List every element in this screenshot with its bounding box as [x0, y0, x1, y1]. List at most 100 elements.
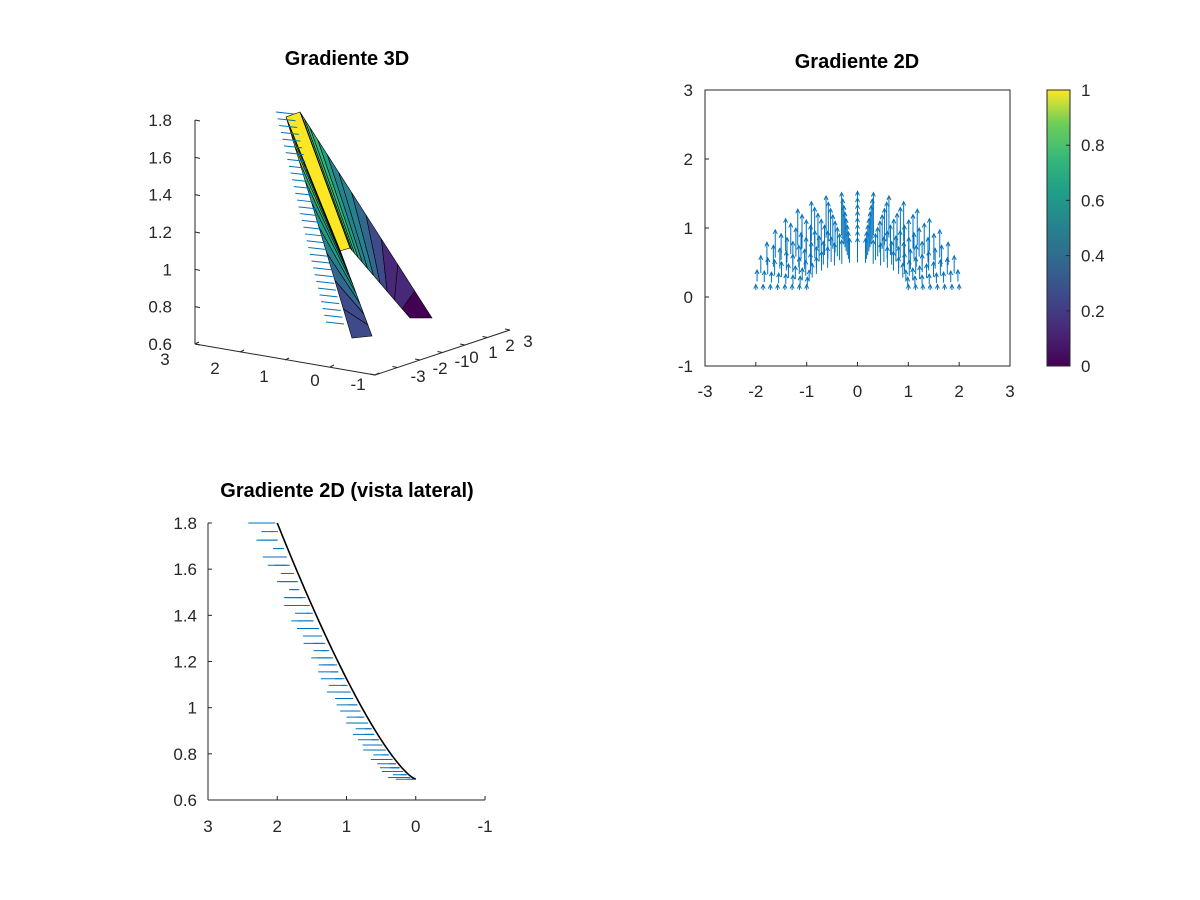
quiver-arrowhead: [879, 213, 885, 220]
quiver-arrowhead: [924, 262, 930, 269]
y-tick-label: 1.2: [173, 653, 197, 672]
quiver-arrow: [303, 226, 322, 230]
colorbar-tick-label: 0.4: [1081, 247, 1105, 266]
quiver-arrow: [292, 179, 311, 183]
quiver-arrowhead: [804, 283, 810, 289]
quiver-arrow: [284, 145, 303, 149]
colorbar-tick-label: 0.2: [1081, 302, 1105, 321]
quiver-arrowhead: [873, 232, 878, 239]
quiver-arrowhead: [912, 275, 918, 281]
colorbar-tick-label: 0.6: [1081, 191, 1105, 210]
z-tick-mark: [194, 231, 201, 234]
x-tick-label: 0: [853, 382, 862, 401]
quiver-arrowhead: [790, 274, 796, 280]
y-tick-label: 1.4: [173, 606, 197, 625]
quiver-arrowhead: [770, 244, 776, 250]
colorbar-tick-label: 0.8: [1081, 136, 1105, 155]
quiver-arrow: [306, 240, 325, 244]
colorbar-gradient: [1046, 89, 1071, 367]
quiver-arrow: [298, 206, 317, 210]
quiver-arrowhead: [753, 283, 759, 289]
quiver-arrow: [296, 199, 316, 203]
quiver-arrowhead: [767, 283, 773, 289]
x-tick-label: 1: [342, 817, 351, 836]
quiver-arrowhead: [914, 208, 920, 214]
quiver-arrowhead: [808, 224, 813, 230]
colorbar: 0 0.2 0.4 0.6 0.8 1: [1046, 81, 1105, 376]
quiver-arrowhead: [886, 194, 892, 201]
y-ticks-3d: -3 -2 -1 0 1 2 3: [369, 328, 533, 386]
quiver-arrowhead: [778, 232, 784, 238]
y-tick-mark: [459, 343, 466, 346]
quiver-arrowhead: [796, 283, 802, 289]
quiver-arrowhead: [818, 218, 824, 224]
quiver-arrowhead: [901, 200, 907, 206]
quiver-arrowhead: [916, 227, 922, 233]
y-tick-label: -1: [678, 357, 693, 376]
quiver-arrowhead: [906, 218, 912, 225]
quiver-arrowhead: [765, 256, 771, 263]
surface-patch: [401, 290, 433, 319]
y-tick-mark: [482, 336, 488, 338]
y-tick-label: -2: [432, 359, 447, 378]
quiver-arrow: [288, 165, 307, 169]
quiver-arrowhead: [955, 268, 961, 275]
x-tick-label: 0: [310, 371, 319, 390]
quiver-arrow: [285, 152, 304, 156]
quiver-arrowhead: [956, 283, 962, 289]
quiver-arrowhead: [808, 200, 814, 206]
quiver-arrowhead: [783, 273, 789, 279]
y-tick-label: 1: [488, 343, 497, 362]
quiver-arrow: [287, 158, 306, 162]
z-ticks-3d: 0.6 0.8 1 1.2 1.4 1.6 1.8: [148, 111, 201, 354]
z-tick-label: 1.8: [148, 111, 172, 130]
quiver-arrow: [301, 219, 320, 223]
subplot-3d: Gradiente 3D 0.60.811.21.41.61.8 3 2 1 0 -1 …: [148, 48, 532, 394]
quiver-arrowhead: [870, 239, 876, 245]
z-tick-label: 1.2: [148, 223, 172, 242]
quiver-arrowhead: [942, 283, 948, 289]
y-tick-mark: [437, 351, 443, 353]
quiver-arrowhead: [832, 220, 838, 226]
y-tick-label: 2: [684, 150, 693, 169]
quiver-arrowhead: [789, 283, 795, 289]
y-tick-label: 0.8: [173, 745, 197, 764]
quiver-arrowhead: [901, 241, 907, 247]
quiver-arrowhead: [913, 256, 919, 262]
quiver-arrowhead: [910, 267, 916, 273]
x-tick-label: -1: [799, 382, 814, 401]
colorbar-ticks: 0 0.2 0.4 0.6 0.8 1: [1066, 81, 1105, 376]
x-tick-label: 3: [160, 350, 169, 369]
x-tick-label: 2: [273, 817, 282, 836]
x-ticks-side: 3 2 1 0 -1: [203, 796, 493, 836]
x-tick-label: 3: [203, 817, 212, 836]
y-tick-label: 3: [684, 81, 693, 100]
quiver-arrowhead: [944, 256, 950, 263]
quiver-arrowhead: [764, 241, 770, 247]
quiver-arrowhead: [934, 283, 940, 289]
quiver-arrowhead: [948, 269, 954, 276]
quiver-arrowhead: [782, 283, 788, 289]
x-tick-label: -1: [477, 817, 492, 836]
quiver-arrowhead: [837, 232, 842, 239]
quiver-arrowhead: [903, 269, 909, 275]
y-tick-label: 1: [684, 219, 693, 238]
subplot-side: Gradiente 2D (vista lateral) 3 2 1 0 -1 0.60…: [173, 480, 492, 836]
quiver-arrowhead: [897, 206, 903, 212]
quiver-arrow: [309, 253, 328, 257]
quiver-arrow: [325, 321, 345, 325]
quiver-arrowhead: [902, 224, 907, 230]
subplot-2d: Gradiente 2D -3 -2 -1 0 1 2 3 -1 0 1 2 3 0 0.2 0.4 0.…: [678, 51, 1105, 401]
quiver-arrowhead: [919, 274, 925, 280]
quiver-3d: [275, 111, 345, 325]
quiver-arrowhead: [941, 270, 947, 277]
quiver-arrowhead: [945, 241, 951, 247]
quiver-arrowhead: [803, 218, 809, 225]
y-tick-mark: [369, 373, 376, 376]
quiver-arrowhead: [754, 268, 760, 275]
z-tick-mark: [194, 156, 201, 159]
z-tick-mark: [194, 306, 201, 309]
quiver-arrowhead: [799, 267, 805, 273]
quiver-2d: [753, 190, 962, 291]
y-tick-label: 2: [505, 336, 514, 355]
